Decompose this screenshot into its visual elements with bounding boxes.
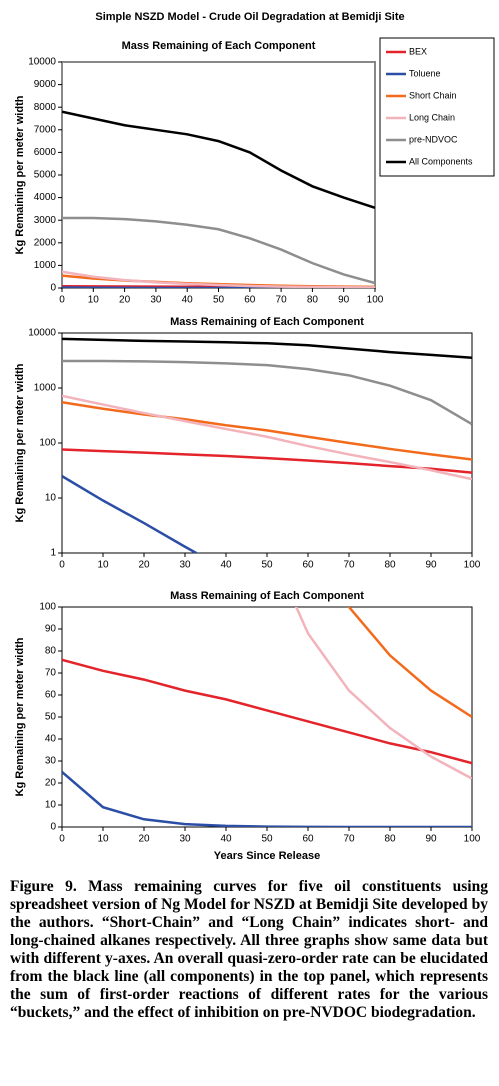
y-tick-label: 10 xyxy=(45,800,57,811)
caption: Figure 9. Mass remaining curves for five… xyxy=(10,878,488,1021)
y-tick-label: 10000 xyxy=(28,328,56,339)
x-tick-label: 0 xyxy=(59,834,65,845)
series-line xyxy=(62,286,375,288)
y-axis-label: Kg Remaining per meter width xyxy=(14,363,26,522)
x-tick-label: 60 xyxy=(302,560,314,571)
y-tick-label: 0 xyxy=(50,822,56,833)
y-tick-label: 80 xyxy=(45,646,57,657)
chart-title: Mass Remaining of Each Component xyxy=(170,316,364,328)
y-tick-label: 10000 xyxy=(28,57,56,68)
y-tick-label: 5000 xyxy=(34,170,57,181)
legend-label: All Components xyxy=(409,156,473,166)
x-tick-label: 30 xyxy=(179,834,191,845)
series-line xyxy=(62,337,472,359)
y-tick-label: 1 xyxy=(50,548,56,559)
y-tick-label: 2000 xyxy=(34,237,57,248)
figure: Simple NSZD Model - Crude Oil Degradatio… xyxy=(14,11,495,862)
x-tick-label: 70 xyxy=(343,834,355,845)
series-line xyxy=(294,607,472,780)
x-axis-label: Years Since Release xyxy=(214,850,320,862)
x-tick-label: 10 xyxy=(97,560,109,571)
figure-title: Simple NSZD Model - Crude Oil Degradatio… xyxy=(95,11,404,23)
x-tick-label: 30 xyxy=(150,295,162,306)
y-tick-label: 100 xyxy=(39,602,56,613)
x-tick-label: 60 xyxy=(302,834,314,845)
x-tick-label: 70 xyxy=(343,560,355,571)
x-tick-label: 100 xyxy=(464,560,481,571)
y-tick-label: 30 xyxy=(45,756,57,767)
legend-label: Short Chain xyxy=(409,90,457,100)
series-line xyxy=(62,216,375,285)
series-line xyxy=(62,359,472,426)
x-tick-label: 90 xyxy=(425,560,437,571)
x-tick-label: 10 xyxy=(97,834,109,845)
x-tick-label: 10 xyxy=(88,295,100,306)
y-tick-label: 40 xyxy=(45,734,57,745)
y-tick-label: 0 xyxy=(50,283,56,294)
legend-label: pre-NDVOC xyxy=(409,134,458,144)
series-line xyxy=(62,110,375,209)
x-tick-label: 20 xyxy=(138,560,150,571)
y-tick-label: 100 xyxy=(39,438,56,449)
x-tick-label: 60 xyxy=(244,295,256,306)
y-axis-label: Kg Remaining per meter width xyxy=(14,637,26,796)
y-tick-label: 60 xyxy=(45,690,57,701)
y-tick-label: 4000 xyxy=(34,192,57,203)
legend-label: Toluene xyxy=(409,68,441,78)
x-tick-label: 40 xyxy=(220,560,232,571)
y-axis-label: Kg Remaining per meter width xyxy=(14,95,26,254)
series-line xyxy=(62,658,472,765)
legend-label: BEX xyxy=(409,46,427,56)
y-tick-label: 1000 xyxy=(34,383,57,394)
x-tick-label: 20 xyxy=(119,295,131,306)
x-tick-label: 90 xyxy=(338,295,350,306)
y-tick-label: 1000 xyxy=(34,260,57,271)
legend-label: Long Chain xyxy=(409,112,455,122)
y-tick-label: 6000 xyxy=(34,147,57,158)
plot-frame xyxy=(61,606,473,828)
legend-box xyxy=(379,37,495,177)
x-tick-label: 40 xyxy=(220,834,232,845)
y-tick-label: 70 xyxy=(45,668,57,679)
x-tick-label: 80 xyxy=(307,295,319,306)
series-line xyxy=(62,394,472,481)
x-tick-label: 0 xyxy=(59,560,65,571)
x-tick-label: 80 xyxy=(384,834,396,845)
series-line xyxy=(62,270,375,288)
x-tick-label: 70 xyxy=(276,295,288,306)
y-tick-label: 20 xyxy=(45,778,57,789)
x-tick-label: 50 xyxy=(213,295,225,306)
x-tick-label: 30 xyxy=(179,560,191,571)
x-tick-label: 50 xyxy=(261,834,273,845)
series-line xyxy=(62,771,472,827)
series-line xyxy=(62,475,199,553)
y-tick-label: 3000 xyxy=(34,215,57,226)
plot-frame xyxy=(61,61,376,289)
y-tick-label: 7000 xyxy=(34,124,57,135)
x-tick-label: 50 xyxy=(261,560,273,571)
y-tick-label: 9000 xyxy=(34,79,57,90)
series-line xyxy=(347,607,472,719)
x-tick-label: 100 xyxy=(367,295,384,306)
x-tick-label: 90 xyxy=(425,834,437,845)
x-tick-label: 20 xyxy=(138,834,150,845)
series-line xyxy=(62,401,472,461)
y-tick-label: 50 xyxy=(45,712,57,723)
y-tick-label: 90 xyxy=(45,624,57,635)
series-line xyxy=(62,448,472,474)
x-tick-label: 100 xyxy=(464,834,481,845)
y-tick-label: 8000 xyxy=(34,102,57,113)
x-tick-label: 80 xyxy=(384,560,396,571)
x-tick-label: 0 xyxy=(59,295,65,306)
y-tick-label: 10 xyxy=(45,493,57,504)
x-tick-label: 40 xyxy=(182,295,194,306)
chart-title: Mass Remaining of Each Component xyxy=(170,590,364,602)
chart-title: Mass Remaining of Each Component xyxy=(122,40,316,52)
